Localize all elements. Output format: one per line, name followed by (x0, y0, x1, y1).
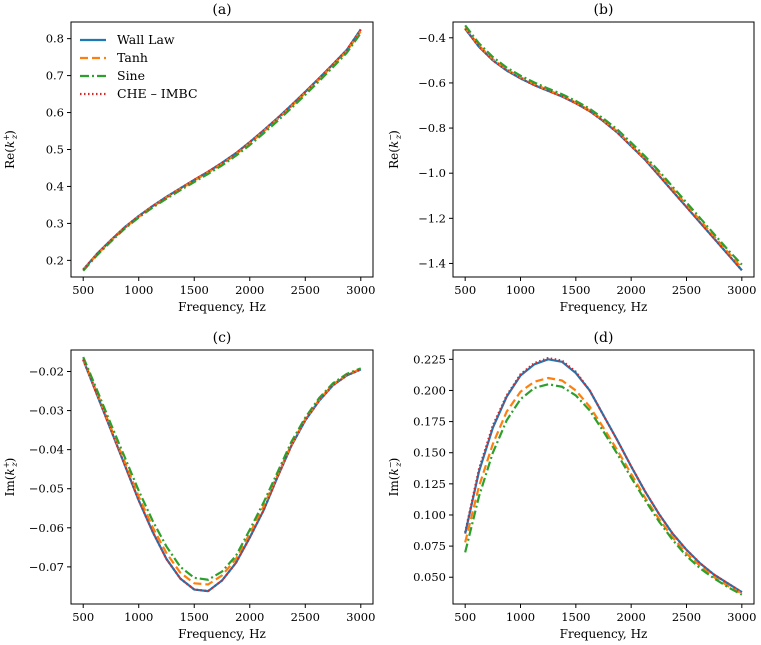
y-tick-label: −0.03 (29, 404, 64, 418)
y-tick-label: −0.6 (418, 76, 446, 90)
x-tick-label: 1000 (506, 610, 535, 624)
series-line-wall-law (464, 28, 743, 271)
y-tick-label: −1.2 (418, 211, 446, 225)
legend-label: Sine (117, 68, 145, 83)
panel-d: (d) 500 1000 1500 2000 2500 3000 0.050 0.075 0.10… (386, 330, 756, 641)
y-tick-label: 0.175 (413, 415, 446, 429)
y-tick-label: −1.0 (418, 166, 446, 180)
series-line-sine (464, 24, 743, 266)
series-line-sine (82, 32, 362, 272)
x-tick-label: 2000 (235, 283, 264, 297)
y-tick-label: 0.3 (46, 216, 64, 230)
y-axis-label: Im(k+z) (2, 458, 19, 497)
x-tick-label: 500 (454, 610, 476, 624)
y-tick-label: −0.04 (29, 443, 64, 457)
y-tick-label: 0.125 (413, 477, 446, 491)
y-tick-label: 0.100 (413, 508, 446, 522)
legend: Wall Law Tanh Sine CHE – IMBC (80, 32, 198, 101)
y-tick-label: 0.5 (46, 143, 64, 157)
y-tick-label: −0.4 (418, 31, 446, 45)
x-tick-label: 500 (454, 283, 476, 297)
series-line-tanh (82, 358, 362, 586)
x-tick-label: 3000 (727, 610, 756, 624)
x-tick-label: 1000 (124, 283, 153, 297)
panel-c: (c) 500 1000 1500 2000 2500 3000 −0.02 −0.03 −0.0… (2, 330, 375, 641)
y-tick-label: 0.075 (413, 539, 446, 553)
y-tick-label: 0.225 (413, 352, 446, 366)
y-tick-label: 0.7 (46, 69, 64, 83)
x-tick-label: 1500 (561, 610, 590, 624)
y-axis-label: Re(k−z) (386, 130, 403, 169)
x-axis-label: Frequency, Hz (178, 300, 266, 314)
legend-label: CHE – IMBC (117, 86, 198, 101)
y-tick-label: 0.6 (46, 106, 64, 120)
x-tick-label: 2000 (617, 283, 646, 297)
legend-label: Tanh (117, 50, 148, 65)
x-axis-label: Frequency, Hz (560, 627, 648, 641)
y-tick-label: −0.06 (29, 521, 64, 535)
panel-title: (a) (212, 2, 231, 18)
y-axis-label: Im(k−z) (386, 458, 403, 497)
x-tick-label: 2000 (617, 610, 646, 624)
panel-title: (d) (594, 330, 614, 346)
x-tick-label: 3000 (346, 610, 375, 624)
legend-label: Wall Law (117, 32, 175, 47)
y-tick-label: 0.050 (413, 570, 446, 584)
axes-frame (70, 349, 374, 605)
x-tick-label: 1000 (506, 283, 535, 297)
y-tick-label: 0.150 (413, 446, 446, 460)
y-tick-label: 0.8 (46, 32, 64, 46)
series-line-che-imbc (464, 356, 743, 594)
x-tick-label: 2500 (291, 283, 320, 297)
x-tick-label: 3000 (727, 283, 756, 297)
y-tick-label: −1.4 (418, 256, 446, 270)
y-tick-label: −0.05 (29, 482, 64, 496)
x-tick-label: 2000 (235, 610, 264, 624)
x-tick-label: 3000 (346, 283, 375, 297)
x-tick-label: 500 (72, 610, 94, 624)
axes-frame (452, 349, 755, 605)
series-line-tanh (464, 376, 743, 595)
x-tick-label: 1500 (561, 283, 590, 297)
x-tick-label: 2500 (672, 283, 701, 297)
y-tick-label: −0.8 (418, 121, 446, 135)
panel-b: (b) 500 1000 1500 2000 2500 3000 −0.4 −0.6 −0.8 −1… (386, 2, 756, 314)
x-tick-label: 1500 (180, 610, 209, 624)
series-line-che-imbc (464, 28, 743, 271)
y-tick-label: 0.2 (46, 253, 64, 267)
series-line-che-imbc (82, 359, 362, 593)
y-tick-label: 0.200 (413, 383, 446, 397)
series-line-sine (82, 356, 362, 581)
x-tick-label: 2500 (291, 610, 320, 624)
axes-frame (452, 21, 755, 278)
x-tick-label: 500 (72, 283, 94, 297)
x-tick-label: 1500 (180, 283, 209, 297)
series-line-tanh (464, 26, 743, 269)
x-axis-label: Frequency, Hz (560, 300, 648, 314)
panel-title: (b) (594, 2, 614, 18)
y-tick-label: 0.4 (46, 179, 64, 193)
y-tick-label: −0.07 (29, 560, 64, 574)
series-line-wall-law (82, 359, 362, 593)
series-line-che-imbc (82, 28, 362, 271)
series-line-wall-law (82, 28, 362, 271)
x-tick-label: 1000 (124, 610, 153, 624)
panel-a: (a) 500 1000 1500 2000 2500 3000 0.2 0.3 0.4 0.5 0.… (2, 2, 375, 314)
y-tick-label: −0.02 (29, 364, 64, 378)
panel-title: (c) (213, 330, 232, 346)
series-line-sine (464, 383, 743, 596)
x-axis-label: Frequency, Hz (178, 627, 266, 641)
y-axis-label: Re(k+z) (2, 130, 19, 169)
x-tick-label: 2500 (672, 610, 701, 624)
